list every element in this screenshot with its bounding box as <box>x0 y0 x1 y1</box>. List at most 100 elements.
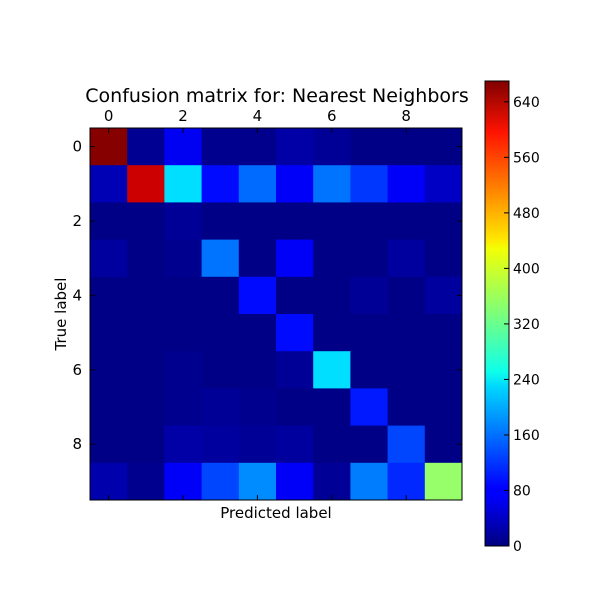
colorbar-tick-label: 320 <box>513 317 540 333</box>
heatmap-cell <box>313 128 351 166</box>
heatmap-cell <box>276 202 314 241</box>
heatmap-cell <box>350 128 389 166</box>
heatmap-cell <box>424 462 463 501</box>
heatmap-cell <box>313 276 351 315</box>
heatmap-cell <box>90 276 128 315</box>
heatmap-cell <box>127 351 165 389</box>
heatmap-cell <box>424 128 463 166</box>
colorbar-tick-label: 160 <box>513 428 540 444</box>
x-tick-label: 2 <box>178 107 188 125</box>
heatmap-cell <box>127 388 165 427</box>
colorbar-tick-label: 0 <box>513 539 522 555</box>
heatmap-cell <box>350 239 389 278</box>
heatmap-cell <box>424 202 463 241</box>
heatmap-cell <box>164 462 203 501</box>
heatmap-cell <box>424 388 463 427</box>
heatmap-cell <box>201 239 240 278</box>
y-tick-label: 0 <box>72 138 82 156</box>
heatmap-cell <box>90 314 128 352</box>
heatmap-cell <box>127 276 165 315</box>
heatmap-cell <box>424 165 463 203</box>
heatmap-cell <box>127 202 165 241</box>
heatmap-cell <box>201 462 240 501</box>
heatmap-cell <box>127 462 165 501</box>
heatmap-cell <box>313 351 351 389</box>
heatmap-cell <box>90 128 128 166</box>
x-tick-label: 6 <box>327 107 337 125</box>
heatmap-cell <box>276 425 314 464</box>
heatmap-cell <box>238 462 277 501</box>
heatmap-cell <box>350 425 389 464</box>
heatmap-cell <box>201 425 240 464</box>
heatmap-cell <box>276 314 314 352</box>
colorbar-tick-label: 400 <box>513 261 540 277</box>
heatmap-cell <box>313 165 351 203</box>
heatmap-cell <box>276 388 314 427</box>
y-tick-label: 2 <box>72 212 82 230</box>
heatmap-cell <box>387 165 426 203</box>
heatmap-cell <box>313 202 351 241</box>
heatmap-cell <box>164 128 203 166</box>
heatmap-cell <box>387 202 426 241</box>
heatmap-cell <box>424 314 463 352</box>
heatmap-cell <box>90 351 128 389</box>
heatmap-cell <box>276 462 314 501</box>
heatmap-cell <box>313 462 351 501</box>
heatmap-cell <box>164 165 203 203</box>
heatmap-cell <box>276 128 314 166</box>
heatmap-cell <box>350 276 389 315</box>
colorbar-tick-label: 480 <box>513 206 540 222</box>
heatmap-cell <box>350 351 389 389</box>
x-tick-label: 4 <box>253 107 263 125</box>
heatmap-cell <box>164 276 203 315</box>
heatmap-cell <box>350 462 389 501</box>
heatmap-cell <box>313 239 351 278</box>
x-tick-label: 8 <box>401 107 411 125</box>
heatmap-cell <box>90 239 128 278</box>
heatmap-cell <box>90 202 128 241</box>
x-tick-label: 0 <box>104 107 114 125</box>
heatmap-cell <box>201 314 240 352</box>
heatmap-cell <box>90 165 128 203</box>
colorbar-tick-label: 240 <box>513 372 540 388</box>
heatmap-cell <box>350 202 389 241</box>
heatmap-cell <box>201 128 240 166</box>
x-axis-ticks: 0 2 4 6 8 <box>104 107 411 500</box>
heatmap-cell <box>238 425 277 464</box>
colorbar-tick-label: 640 <box>513 95 540 111</box>
heatmap-cell <box>201 351 240 389</box>
heatmap-cell <box>350 314 389 352</box>
heatmap-cell <box>90 462 128 501</box>
colorbar-ticks: 0 80 160 240 320 400 480 560 640 <box>504 95 540 555</box>
heatmap-cell <box>238 388 277 427</box>
colorbar-tick-label: 560 <box>513 150 540 166</box>
heatmap-cell <box>164 239 203 278</box>
heatmap-cell <box>313 425 351 464</box>
heatmap-cell <box>424 351 463 389</box>
heatmap-cell <box>201 388 240 427</box>
heatmap-cell <box>387 276 426 315</box>
heatmap-cells <box>90 128 463 501</box>
heatmap-cell <box>201 165 240 203</box>
heatmap-cell <box>90 388 128 427</box>
y-axis-label: True label <box>52 278 70 352</box>
x-axis-label: Predicted label <box>220 504 331 522</box>
chart-title: Confusion matrix for: Nearest Neighbors <box>85 85 468 107</box>
heatmap-cell <box>164 388 203 427</box>
y-tick-label: 6 <box>72 361 82 379</box>
heatmap-cell <box>276 165 314 203</box>
heatmap-cell <box>350 388 389 427</box>
heatmap-cell <box>387 388 426 427</box>
heatmap-cell <box>424 425 463 464</box>
heatmap-cell <box>387 425 426 464</box>
heatmap-cell <box>387 462 426 501</box>
heatmap-cell <box>201 202 240 241</box>
heatmap-cell <box>127 128 165 166</box>
heatmap-cell <box>164 425 203 464</box>
heatmap-cell <box>238 239 277 278</box>
heatmap-cell <box>90 425 128 464</box>
heatmap-cell <box>424 239 463 278</box>
heatmap-cell <box>164 202 203 241</box>
heatmap-cell <box>387 314 426 352</box>
